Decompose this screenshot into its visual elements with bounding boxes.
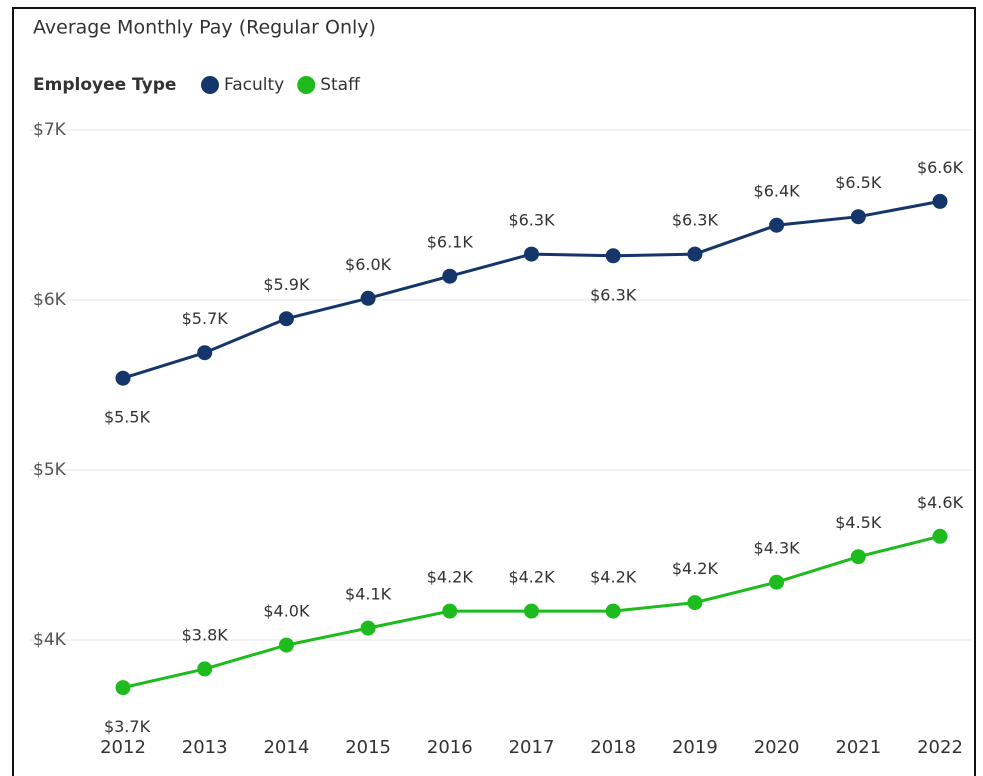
data-point bbox=[850, 549, 866, 565]
y-tick-label: $7K bbox=[33, 120, 67, 140]
data-label: $4.6K bbox=[917, 493, 964, 512]
frame bbox=[12, 7, 976, 776]
legend-label: Faculty bbox=[224, 75, 284, 95]
data-label: $4.2K bbox=[427, 568, 474, 587]
data-label: $4.2K bbox=[508, 568, 555, 587]
x-tick-label: 2020 bbox=[754, 737, 800, 758]
data-point bbox=[687, 595, 703, 611]
data-point bbox=[278, 637, 294, 653]
data-point bbox=[197, 345, 213, 361]
data-point bbox=[360, 620, 376, 636]
x-tick-label: 2015 bbox=[345, 737, 391, 758]
data-point bbox=[687, 246, 703, 262]
x-tick-label: 2013 bbox=[182, 737, 228, 758]
data-label: $6.0K bbox=[345, 255, 392, 274]
data-label: $4.0K bbox=[263, 602, 310, 621]
legend-label: Staff bbox=[320, 75, 361, 95]
x-tick-label: 2017 bbox=[509, 737, 555, 758]
x-tick-label: 2014 bbox=[263, 737, 309, 758]
data-point bbox=[442, 268, 458, 284]
data-point bbox=[769, 574, 785, 590]
x-tick-label: 2021 bbox=[835, 737, 881, 758]
y-tick-label: $5K bbox=[33, 460, 67, 480]
data-point bbox=[278, 311, 294, 327]
data-label: $5.9K bbox=[263, 275, 310, 294]
data-label: $6.6K bbox=[917, 158, 964, 177]
data-label: $6.3K bbox=[508, 211, 555, 230]
data-label: $3.8K bbox=[182, 625, 229, 644]
data-point bbox=[932, 528, 948, 544]
data-point bbox=[197, 661, 213, 677]
y-tick-label: $4K bbox=[33, 630, 67, 650]
data-point bbox=[850, 209, 866, 225]
data-point bbox=[769, 217, 785, 233]
data-label: $6.1K bbox=[427, 233, 474, 252]
data-point bbox=[360, 290, 376, 306]
data-label: $4.3K bbox=[754, 539, 801, 558]
legend-title: Employee Type bbox=[33, 75, 176, 95]
data-label: $4.5K bbox=[835, 513, 882, 532]
data-label: $4.1K bbox=[345, 585, 392, 604]
data-point bbox=[932, 193, 948, 209]
data-label: $4.2K bbox=[590, 568, 637, 587]
data-point bbox=[115, 370, 131, 386]
legend-marker bbox=[297, 76, 316, 94]
data-label: $5.7K bbox=[182, 309, 229, 328]
chart-title: Average Monthly Pay (Regular Only) bbox=[33, 17, 376, 39]
y-tick-label: $6K bbox=[33, 290, 67, 310]
data-point bbox=[115, 680, 131, 696]
data-point bbox=[524, 603, 539, 619]
x-tick-label: 2012 bbox=[100, 737, 146, 758]
legend-marker bbox=[201, 76, 219, 94]
x-tick-label: 2022 bbox=[917, 737, 963, 758]
data-label: $5.5K bbox=[104, 408, 151, 427]
data-label: $6.3K bbox=[672, 211, 719, 230]
data-point bbox=[605, 248, 621, 264]
data-label: $6.5K bbox=[835, 173, 882, 192]
x-tick-label: 2018 bbox=[590, 737, 636, 758]
data-label: $3.7K bbox=[104, 717, 151, 736]
x-tick-label: 2016 bbox=[427, 737, 473, 758]
data-point bbox=[605, 603, 621, 619]
data-label: $6.3K bbox=[590, 285, 637, 304]
data-label: $6.4K bbox=[754, 182, 801, 201]
data-label: $4.2K bbox=[672, 559, 719, 578]
data-point bbox=[442, 603, 458, 619]
data-point bbox=[524, 246, 539, 262]
x-tick-label: 2019 bbox=[672, 737, 718, 758]
